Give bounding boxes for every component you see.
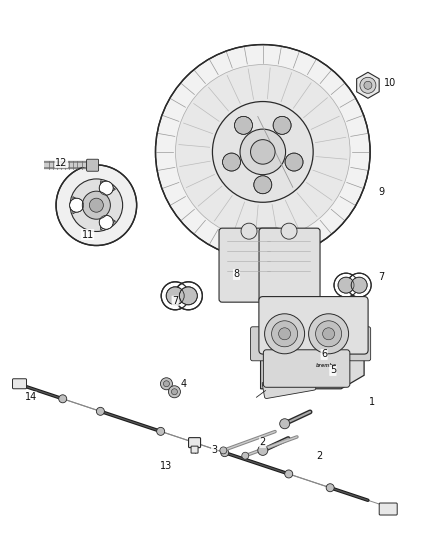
Circle shape [279, 328, 290, 340]
Circle shape [347, 273, 371, 297]
Text: 13: 13 [160, 462, 173, 471]
FancyBboxPatch shape [259, 228, 320, 302]
Text: brembo: brembo [316, 364, 337, 368]
Circle shape [280, 419, 290, 429]
FancyBboxPatch shape [189, 438, 201, 448]
Polygon shape [73, 197, 81, 214]
Circle shape [179, 287, 198, 305]
Circle shape [166, 287, 184, 305]
Circle shape [99, 215, 113, 229]
Circle shape [360, 77, 376, 93]
Circle shape [169, 386, 180, 398]
Circle shape [351, 277, 367, 293]
Circle shape [241, 223, 257, 239]
Text: 1: 1 [369, 398, 375, 407]
Polygon shape [100, 216, 116, 230]
Polygon shape [261, 299, 364, 389]
Circle shape [171, 389, 177, 395]
Text: 2: 2 [317, 451, 323, 461]
FancyBboxPatch shape [259, 296, 368, 354]
Circle shape [70, 179, 123, 231]
Circle shape [155, 45, 370, 259]
Circle shape [285, 153, 303, 171]
Circle shape [56, 165, 137, 246]
Polygon shape [357, 72, 379, 98]
Circle shape [338, 277, 354, 293]
Circle shape [82, 191, 110, 219]
Circle shape [334, 273, 358, 297]
Text: 2: 2 [260, 438, 266, 447]
Circle shape [323, 328, 335, 340]
Polygon shape [100, 181, 116, 195]
FancyBboxPatch shape [219, 228, 280, 302]
FancyBboxPatch shape [191, 446, 198, 453]
Circle shape [242, 452, 249, 459]
Text: 7: 7 [378, 272, 384, 282]
Circle shape [212, 101, 313, 203]
Circle shape [326, 484, 334, 492]
Text: 9: 9 [378, 187, 384, 197]
Circle shape [161, 282, 189, 310]
Circle shape [163, 381, 170, 387]
Text: 4: 4 [181, 379, 187, 389]
FancyBboxPatch shape [263, 350, 350, 387]
Circle shape [285, 470, 293, 478]
Circle shape [265, 314, 304, 354]
Circle shape [254, 176, 272, 194]
FancyBboxPatch shape [349, 327, 371, 361]
Circle shape [176, 64, 350, 239]
Circle shape [160, 378, 173, 390]
Circle shape [234, 116, 252, 134]
Text: 3: 3 [212, 446, 218, 455]
Text: 14: 14 [25, 392, 37, 402]
Text: 12: 12 [55, 158, 67, 167]
Circle shape [316, 321, 342, 347]
Circle shape [251, 140, 275, 164]
Circle shape [89, 198, 103, 212]
Circle shape [96, 407, 104, 415]
FancyBboxPatch shape [379, 503, 397, 515]
Circle shape [281, 223, 297, 239]
Circle shape [59, 395, 67, 403]
Circle shape [258, 446, 268, 455]
Circle shape [309, 314, 349, 354]
FancyBboxPatch shape [251, 327, 272, 361]
Circle shape [272, 321, 297, 347]
Circle shape [99, 181, 113, 195]
Text: 5: 5 [330, 366, 336, 375]
FancyBboxPatch shape [262, 374, 316, 399]
Circle shape [273, 116, 291, 134]
Text: 10: 10 [384, 78, 396, 87]
FancyBboxPatch shape [267, 355, 328, 386]
Circle shape [157, 427, 165, 435]
Circle shape [223, 153, 240, 171]
Circle shape [174, 282, 202, 310]
FancyBboxPatch shape [13, 379, 27, 389]
Circle shape [70, 198, 84, 212]
Circle shape [240, 129, 286, 175]
Circle shape [364, 81, 372, 90]
Text: 11: 11 [81, 230, 94, 239]
Text: 8: 8 [233, 270, 240, 279]
Text: 6: 6 [321, 350, 327, 359]
Circle shape [221, 449, 229, 457]
FancyBboxPatch shape [87, 159, 99, 171]
Circle shape [220, 447, 227, 454]
Text: 7: 7 [172, 296, 178, 306]
